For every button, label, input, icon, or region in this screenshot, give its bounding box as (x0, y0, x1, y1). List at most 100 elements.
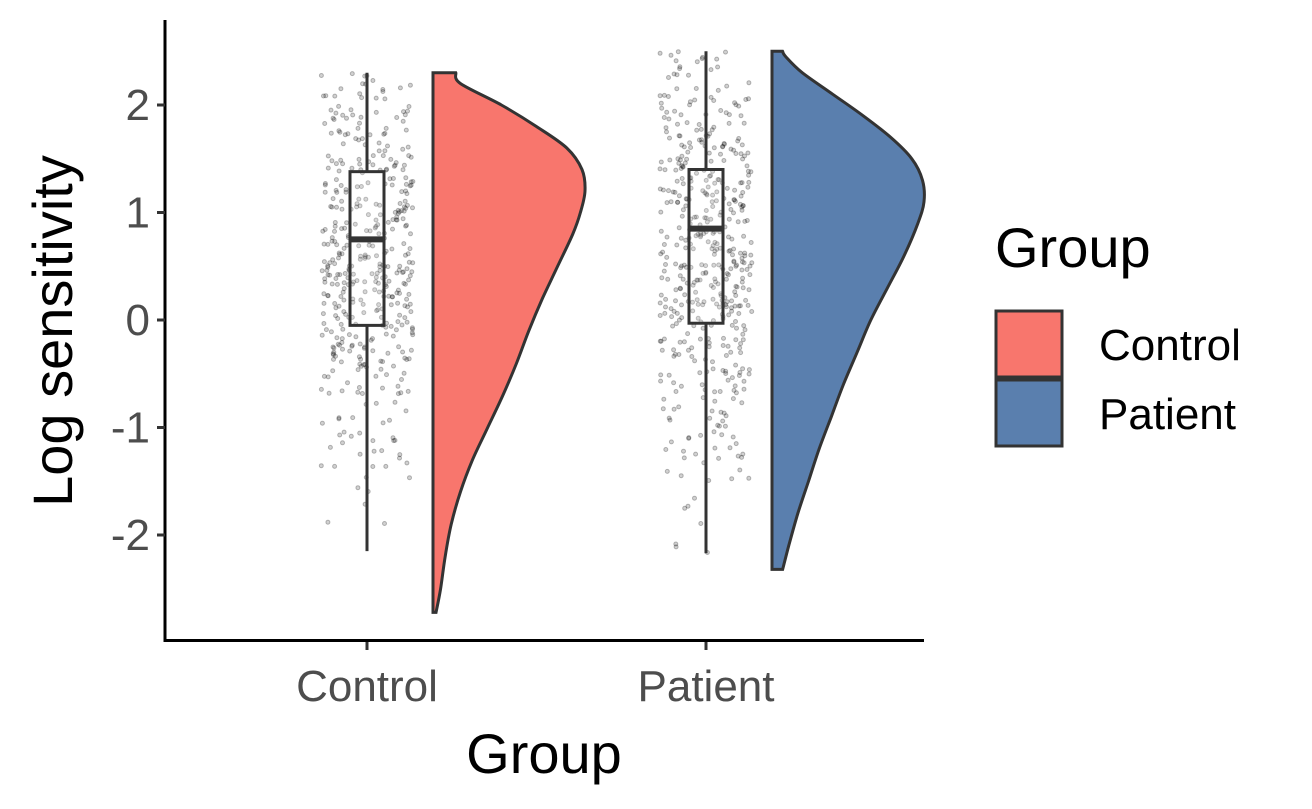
jitter-point (383, 463, 389, 469)
jitter-point (698, 126, 704, 132)
jitter-point (337, 342, 342, 348)
jitter-point (400, 146, 406, 152)
jitter-point (733, 102, 739, 108)
jitter-point (687, 102, 693, 108)
jitter-point (339, 206, 345, 212)
half-violin-layer (431, 49, 926, 614)
jitter-point (737, 201, 743, 207)
jitter-point (325, 153, 331, 159)
jitter-point (742, 250, 748, 256)
jitter-point (319, 420, 325, 426)
half-violin-patient (770, 49, 926, 571)
jitter-point (400, 167, 406, 173)
jitter-point (703, 215, 709, 221)
jitter-point (356, 156, 362, 162)
jitter-point (380, 385, 385, 391)
jitter-point (738, 180, 744, 186)
jitter-point (721, 141, 727, 147)
jitter-point (677, 285, 683, 291)
jitter-point (661, 115, 667, 120)
jitter-point (377, 264, 383, 270)
jitter-point (331, 352, 336, 358)
jitter-point (395, 319, 401, 325)
jitter-point (726, 216, 732, 222)
jitter-point (666, 415, 672, 421)
jitter-point (701, 299, 707, 305)
jitter-point (714, 301, 720, 307)
jitter-point (343, 311, 349, 317)
jitter-point (729, 298, 735, 304)
jitter-point (747, 272, 753, 278)
jitter-point (346, 332, 352, 338)
jitter-point (712, 389, 718, 395)
jitter-point (689, 354, 695, 359)
jitter-point (739, 267, 745, 273)
x-tick-label: Patient (638, 662, 775, 711)
jitter-point (334, 204, 339, 210)
jitter-point (373, 201, 379, 207)
jitter-point (718, 108, 724, 113)
jitter-point (748, 169, 754, 175)
jitter-point (674, 72, 680, 78)
jitter-point (711, 145, 717, 151)
jitter-point (693, 86, 699, 91)
jitter-point (332, 301, 338, 306)
jitter-point (380, 420, 386, 426)
jitter-point (322, 181, 328, 186)
jitter-point (677, 66, 683, 72)
jitter-point (341, 429, 347, 435)
jitter-point (696, 122, 702, 127)
jitter-point (389, 294, 395, 300)
jitter-point (661, 268, 667, 274)
jitter-point (728, 207, 734, 212)
jitter-point (735, 453, 741, 459)
jitter-point (399, 208, 405, 214)
jitter-point (710, 359, 715, 365)
jitter-point (716, 262, 722, 268)
jitter-point (333, 161, 339, 167)
jitter-point (728, 266, 734, 272)
jitter-point (700, 270, 706, 276)
jitter-point (348, 433, 354, 439)
jitter-point (699, 382, 705, 388)
jitter-point (710, 192, 716, 198)
jitter-point (731, 258, 737, 264)
jitter-point (341, 245, 347, 251)
jitter-point (679, 176, 685, 181)
jitter-point (406, 259, 412, 265)
jitter-point (408, 179, 414, 185)
jitter-point (394, 115, 400, 120)
jitter-point (720, 418, 726, 424)
jitter-point (397, 290, 402, 296)
jitter-point (743, 97, 749, 102)
jitter-point (658, 209, 664, 215)
jitter-point (709, 199, 715, 205)
jitter-point (382, 96, 388, 102)
jitter-point (747, 263, 753, 269)
jitter-point (322, 227, 328, 232)
jitter-point (708, 216, 714, 222)
jitter-point (370, 153, 376, 159)
jitter-point (400, 118, 406, 124)
jitter-point (723, 413, 729, 419)
jitter-point (332, 228, 337, 234)
jitter-point (664, 200, 670, 206)
legend-key-control (994, 309, 1064, 379)
jitter-point (746, 367, 752, 373)
jitter-point (741, 386, 747, 392)
jitter-point (733, 441, 739, 447)
jitter-point (357, 451, 363, 457)
jitter-point (339, 336, 345, 342)
jitter-point (658, 372, 664, 378)
jitter-point (724, 299, 730, 305)
jitter-point (744, 267, 750, 272)
jitter-point (404, 357, 410, 362)
jitter-point (703, 269, 709, 275)
jitter-point (742, 153, 747, 159)
jitter-point (729, 305, 734, 311)
jitter-point (380, 153, 386, 159)
jitter-point (402, 303, 408, 309)
jitter-point (675, 156, 681, 162)
jitter-point (733, 362, 739, 368)
